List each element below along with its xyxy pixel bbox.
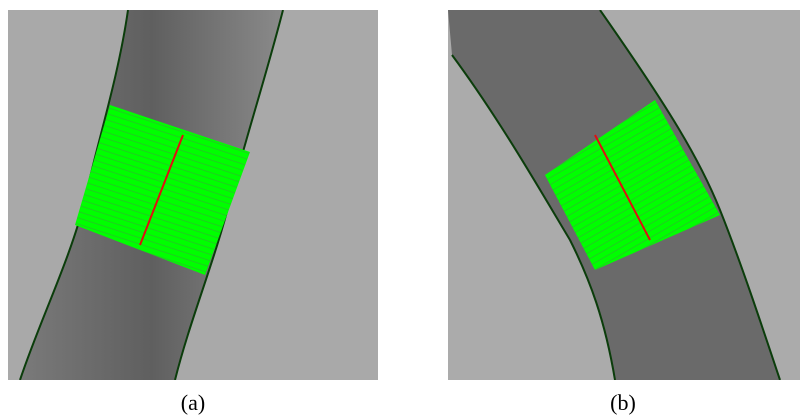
figure: (a) (b) — [0, 0, 806, 420]
caption: (b) — [610, 390, 636, 415]
panel-b-image — [448, 10, 800, 380]
page: {"panels": [{"caption": "(a)"}, {"captio… — [0, 0, 806, 420]
panel-a-image — [8, 10, 378, 380]
caption: (a) — [181, 390, 205, 415]
